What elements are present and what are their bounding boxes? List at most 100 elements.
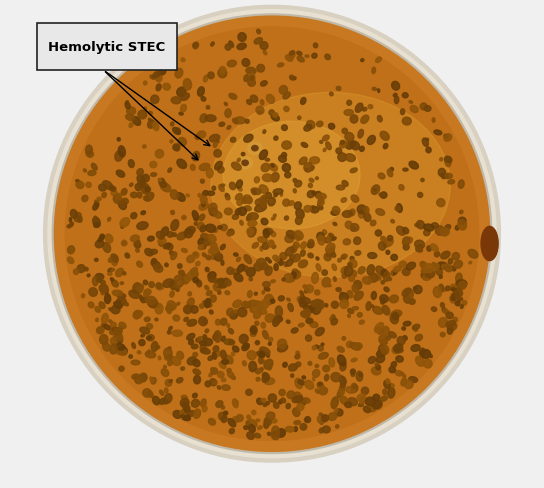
Ellipse shape [304, 311, 308, 317]
Ellipse shape [254, 301, 264, 310]
Ellipse shape [460, 211, 463, 214]
Ellipse shape [244, 76, 249, 82]
Ellipse shape [122, 199, 128, 205]
Ellipse shape [415, 328, 418, 332]
Ellipse shape [403, 375, 406, 378]
Ellipse shape [104, 295, 111, 304]
Ellipse shape [102, 193, 107, 198]
Ellipse shape [103, 243, 110, 253]
Ellipse shape [266, 402, 269, 405]
Circle shape [48, 11, 496, 458]
Ellipse shape [255, 204, 267, 212]
Ellipse shape [203, 240, 211, 246]
Ellipse shape [326, 142, 331, 150]
Ellipse shape [95, 201, 99, 207]
Ellipse shape [70, 210, 77, 219]
Ellipse shape [228, 329, 233, 334]
Ellipse shape [140, 327, 150, 334]
Ellipse shape [198, 194, 201, 198]
Ellipse shape [291, 272, 296, 279]
Ellipse shape [415, 241, 424, 249]
Ellipse shape [331, 373, 341, 382]
Ellipse shape [259, 150, 268, 160]
Ellipse shape [294, 231, 303, 240]
Ellipse shape [371, 292, 376, 300]
Ellipse shape [155, 150, 164, 159]
Ellipse shape [345, 133, 354, 142]
Ellipse shape [367, 136, 375, 145]
Ellipse shape [412, 326, 417, 331]
Ellipse shape [238, 157, 252, 169]
Ellipse shape [193, 369, 201, 375]
Ellipse shape [323, 149, 326, 152]
Ellipse shape [208, 356, 213, 361]
Ellipse shape [413, 287, 417, 290]
Ellipse shape [254, 310, 261, 319]
Ellipse shape [147, 237, 154, 242]
Ellipse shape [268, 366, 271, 370]
Circle shape [121, 68, 441, 387]
Ellipse shape [103, 182, 113, 190]
Ellipse shape [304, 163, 312, 173]
Ellipse shape [330, 316, 334, 321]
Ellipse shape [212, 352, 217, 360]
Ellipse shape [310, 166, 314, 171]
Ellipse shape [190, 269, 198, 277]
Ellipse shape [261, 219, 268, 225]
Ellipse shape [247, 351, 256, 360]
Ellipse shape [168, 168, 172, 173]
Ellipse shape [301, 98, 306, 105]
Ellipse shape [325, 304, 328, 307]
Ellipse shape [187, 320, 197, 326]
Ellipse shape [450, 285, 457, 291]
Ellipse shape [170, 122, 174, 127]
Ellipse shape [159, 67, 166, 76]
Ellipse shape [115, 344, 125, 350]
Ellipse shape [260, 42, 268, 50]
Ellipse shape [200, 226, 206, 232]
Ellipse shape [434, 131, 442, 136]
Ellipse shape [437, 263, 448, 269]
Ellipse shape [205, 286, 209, 290]
Ellipse shape [143, 281, 147, 285]
Ellipse shape [342, 255, 347, 258]
Ellipse shape [116, 348, 127, 355]
Ellipse shape [378, 174, 385, 180]
Ellipse shape [318, 199, 324, 206]
Ellipse shape [150, 76, 155, 80]
Ellipse shape [225, 194, 230, 200]
Ellipse shape [332, 315, 335, 320]
Ellipse shape [119, 347, 127, 355]
Ellipse shape [355, 251, 361, 256]
Ellipse shape [316, 194, 326, 200]
Ellipse shape [225, 291, 230, 295]
Ellipse shape [279, 86, 287, 95]
Ellipse shape [348, 309, 354, 314]
Ellipse shape [258, 350, 265, 356]
Ellipse shape [274, 137, 278, 141]
Ellipse shape [110, 278, 114, 282]
Ellipse shape [163, 84, 170, 91]
Ellipse shape [133, 311, 143, 318]
Ellipse shape [161, 227, 169, 237]
Ellipse shape [176, 378, 183, 383]
Ellipse shape [192, 268, 197, 274]
Ellipse shape [224, 279, 228, 284]
Ellipse shape [263, 331, 268, 339]
Ellipse shape [318, 353, 328, 359]
Ellipse shape [368, 357, 376, 364]
Circle shape [262, 169, 345, 252]
Ellipse shape [414, 286, 422, 294]
Ellipse shape [113, 188, 116, 192]
Ellipse shape [363, 407, 370, 413]
Ellipse shape [288, 202, 294, 206]
Ellipse shape [254, 263, 262, 271]
Ellipse shape [177, 282, 181, 285]
Ellipse shape [142, 175, 150, 183]
Ellipse shape [254, 39, 262, 45]
Ellipse shape [163, 279, 174, 288]
Ellipse shape [223, 122, 360, 229]
Ellipse shape [160, 233, 164, 239]
Ellipse shape [394, 97, 399, 104]
Ellipse shape [294, 243, 299, 248]
